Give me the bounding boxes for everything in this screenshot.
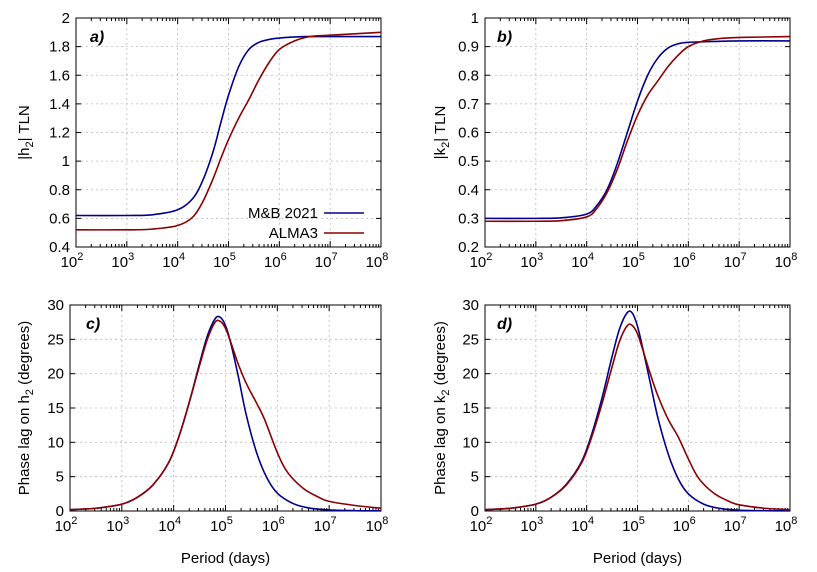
x-tick-label: 106 bbox=[262, 515, 285, 535]
y-tick-label: 1.6 bbox=[49, 67, 70, 84]
x-axis-label: Period (days) bbox=[593, 550, 682, 567]
y-tick-label: 0.7 bbox=[458, 96, 479, 113]
y-tick-label: 0.8 bbox=[458, 67, 479, 84]
panel-c: 0 5 10 15 20 25 30 102 103 104 105 106 107 108 c) Pha… bbox=[16, 297, 388, 567]
panel-label: c) bbox=[86, 316, 100, 333]
x-tick-label: 107 bbox=[724, 515, 747, 535]
y-tick-label: 1 bbox=[471, 10, 479, 27]
x-tick-label: 106 bbox=[264, 251, 287, 271]
series-line-alma3 bbox=[69, 319, 382, 511]
x-tick-label: 104 bbox=[571, 515, 594, 535]
series-line-alma3 bbox=[484, 323, 791, 511]
y-tick-label: 10 bbox=[47, 434, 64, 451]
y-tick-label: 1.4 bbox=[49, 96, 70, 113]
y-tick-label: 20 bbox=[462, 366, 479, 383]
y-tick-label: 1.8 bbox=[49, 39, 70, 56]
y-tick-label: 2 bbox=[62, 10, 70, 27]
y-tick-label: 15 bbox=[462, 400, 479, 417]
y-tick-label: 5 bbox=[56, 469, 64, 486]
y-axis-label: Phase lag on h2 (degrees) bbox=[16, 321, 36, 496]
y-tick-label: 30 bbox=[47, 297, 64, 314]
y-tick-label: 0 bbox=[56, 503, 64, 520]
x-tick-label: 107 bbox=[315, 251, 338, 271]
y-tick-label: 0.6 bbox=[458, 125, 479, 142]
x-tick-label: 105 bbox=[622, 251, 645, 271]
panel-label: b) bbox=[497, 29, 512, 46]
x-tick-label: 104 bbox=[571, 251, 594, 271]
y-axis-label: Phase lag on k2 (degrees) bbox=[432, 321, 452, 495]
legend-label-mb2021: M&B 2021 bbox=[248, 205, 318, 222]
y-tick-label: 20 bbox=[47, 366, 64, 383]
panel-d: 0 5 10 15 20 25 30 102 103 104 105 106 107 108 d) Pha… bbox=[432, 297, 797, 567]
series-line-alma3 bbox=[75, 31, 382, 231]
x-tick-label: 106 bbox=[673, 251, 696, 271]
y-tick-label: 10 bbox=[462, 434, 479, 451]
x-tick-label: 107 bbox=[724, 251, 747, 271]
x-tick-label: 105 bbox=[622, 515, 645, 535]
y-tick-label: 25 bbox=[47, 331, 64, 348]
x-tick-label: 108 bbox=[366, 251, 389, 271]
y-tick-label: 0.3 bbox=[458, 210, 479, 227]
y-axis-label: |h2| TLN bbox=[16, 105, 36, 160]
x-tick-label: 108 bbox=[366, 515, 389, 535]
x-tick-label: 108 bbox=[775, 515, 798, 535]
y-tick-label: 30 bbox=[462, 297, 479, 314]
y-tick-label: 0 bbox=[471, 503, 479, 520]
series-line-mb2021 bbox=[484, 40, 791, 220]
y-tick-label: 0.5 bbox=[458, 153, 479, 170]
series-line-alma3 bbox=[484, 35, 791, 223]
x-tick-label: 104 bbox=[158, 515, 181, 535]
x-tick-label: 102 bbox=[470, 515, 493, 535]
panel-label: d) bbox=[497, 316, 512, 333]
legend-label-alma3: ALMA3 bbox=[269, 225, 318, 242]
y-tick-label: 15 bbox=[47, 400, 64, 417]
y-tick-label: 0.9 bbox=[458, 39, 479, 56]
x-tick-label: 102 bbox=[61, 251, 84, 271]
x-tick-label: 102 bbox=[55, 515, 78, 535]
legend: M&B 2021 ALMA3 bbox=[248, 205, 364, 242]
series-line-mb2021 bbox=[75, 35, 381, 217]
y-tick-label: 5 bbox=[471, 469, 479, 486]
x-axis-label: Period (days) bbox=[181, 550, 270, 567]
x-tick-label: 103 bbox=[520, 251, 543, 271]
panel-b: 0.2 0.3 0.4 0.5 0.6 0.7 0.8 0.9 1 102 103 104 105 106… bbox=[432, 10, 797, 271]
panel-label: a) bbox=[90, 29, 104, 46]
x-tick-label: 103 bbox=[111, 251, 134, 271]
y-axis-label: |k2| TLN bbox=[432, 106, 452, 160]
x-tick-label: 103 bbox=[106, 515, 129, 535]
y-tick-label: 0.4 bbox=[49, 239, 70, 256]
x-tick-label: 105 bbox=[213, 251, 236, 271]
x-tick-label: 107 bbox=[314, 515, 337, 535]
panel-a: 0.4 0.6 0.8 1 1.2 1.4 1.6 1.8 2 102 103 104 105 106 10… bbox=[16, 10, 388, 271]
x-tick-label: 102 bbox=[470, 251, 493, 271]
y-tick-label: 0.4 bbox=[458, 182, 479, 199]
x-tick-label: 108 bbox=[775, 251, 798, 271]
y-tick-label: 0.8 bbox=[49, 182, 70, 199]
x-tick-label: 103 bbox=[520, 515, 543, 535]
x-tick-label: 104 bbox=[162, 251, 185, 271]
y-tick-label: 1 bbox=[62, 153, 70, 170]
y-tick-label: 1.2 bbox=[49, 125, 70, 142]
y-tick-label: 0.2 bbox=[458, 239, 479, 256]
y-tick-label: 0.6 bbox=[49, 210, 70, 227]
y-tick-label: 25 bbox=[462, 331, 479, 348]
x-tick-label: 105 bbox=[210, 515, 233, 535]
x-tick-label: 106 bbox=[673, 515, 696, 535]
